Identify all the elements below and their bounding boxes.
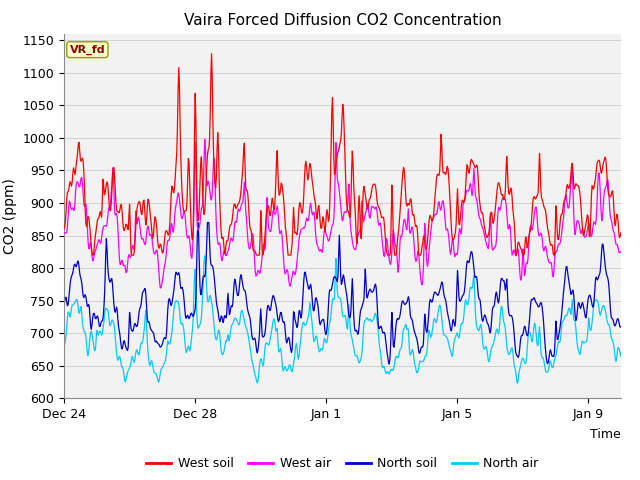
Y-axis label: CO2 (ppm): CO2 (ppm)	[3, 178, 17, 254]
Title: Vaira Forced Diffusion CO2 Concentration: Vaira Forced Diffusion CO2 Concentration	[184, 13, 501, 28]
Legend: West soil, West air, North soil, North air: West soil, West air, North soil, North a…	[141, 452, 543, 475]
Text: Time: Time	[590, 428, 621, 441]
Text: VR_fd: VR_fd	[70, 45, 105, 55]
